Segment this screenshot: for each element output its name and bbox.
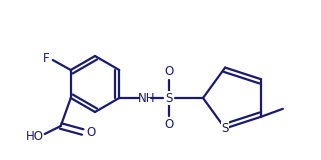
Text: HO: HO (26, 129, 44, 143)
Text: O: O (165, 64, 174, 77)
Text: O: O (86, 127, 95, 140)
Text: S: S (221, 122, 229, 135)
Text: F: F (42, 52, 49, 64)
Text: O: O (165, 119, 174, 132)
Text: S: S (166, 92, 173, 104)
Text: NH: NH (137, 92, 155, 104)
